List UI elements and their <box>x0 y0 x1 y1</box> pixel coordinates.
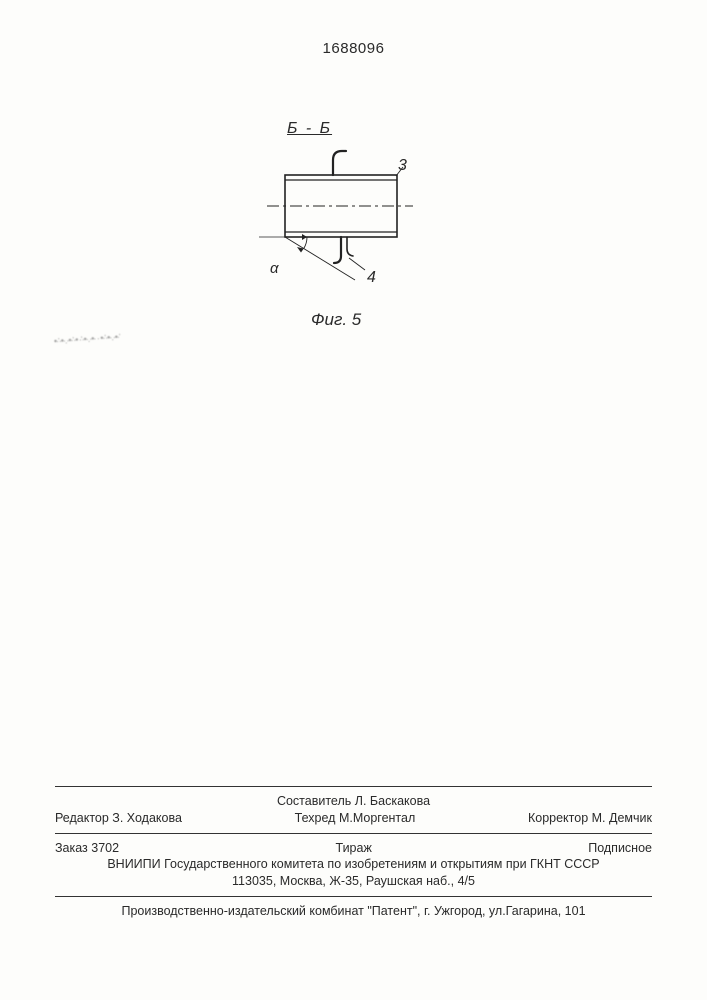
compiler-label: Составитель <box>277 794 351 808</box>
techred-name: М.Моргентал <box>339 811 415 825</box>
order-cell: Заказ 3702 <box>55 840 119 857</box>
order-row: Заказ 3702 Тираж Подписное <box>55 840 652 857</box>
compiler-name: Л. Баскакова <box>355 794 430 808</box>
org-address: 113035, Москва, Ж-35, Раушская наб., 4/5 <box>55 873 652 890</box>
colophon-block: Составитель Л. Баскакова Редактор З. Ход… <box>55 780 652 920</box>
divider <box>55 833 652 834</box>
corrector-name: М. Демчик <box>592 811 652 825</box>
divider <box>55 786 652 787</box>
editor-label: Редактор <box>55 811 109 825</box>
callout-3: 3 <box>398 157 407 175</box>
corrector-cell: Корректор М. Демчик <box>528 810 652 827</box>
order-number: 3702 <box>91 841 119 855</box>
section-label: Б - Б <box>287 120 332 138</box>
patent-number: 1688096 <box>0 40 707 57</box>
tirazh-label: Тираж <box>335 840 371 857</box>
org-line: ВНИИПИ Государственного комитета по изоб… <box>55 856 652 873</box>
printer-line: Производственно-издательский комбинат "П… <box>55 903 652 920</box>
order-label: Заказ <box>55 841 88 855</box>
editor-cell: Редактор З. Ходакова <box>55 810 182 827</box>
subscription-label: Подписное <box>588 840 652 857</box>
compiler-line: Составитель Л. Баскакова <box>55 793 652 810</box>
figure-caption: Фиг. 5 <box>311 310 361 330</box>
divider <box>55 896 652 897</box>
scan-artifact: •·'·•·.·•·'·• ·'·•·.·•· · •·'·•·.·•·' <box>54 332 152 379</box>
figure-drawing <box>245 140 465 320</box>
figure-5: Б - Б 3 4 α Фиг. 5 <box>245 120 465 350</box>
angle-alpha-label: α <box>270 260 279 277</box>
corrector-label: Корректор <box>528 811 588 825</box>
credits-row: Редактор З. Ходакова Техред М.Моргентал … <box>55 810 652 827</box>
techred-cell: Техред М.Моргентал <box>295 810 416 827</box>
editor-name: З. Ходакова <box>112 811 182 825</box>
callout-4: 4 <box>367 269 376 287</box>
techred-label: Техред <box>295 811 336 825</box>
